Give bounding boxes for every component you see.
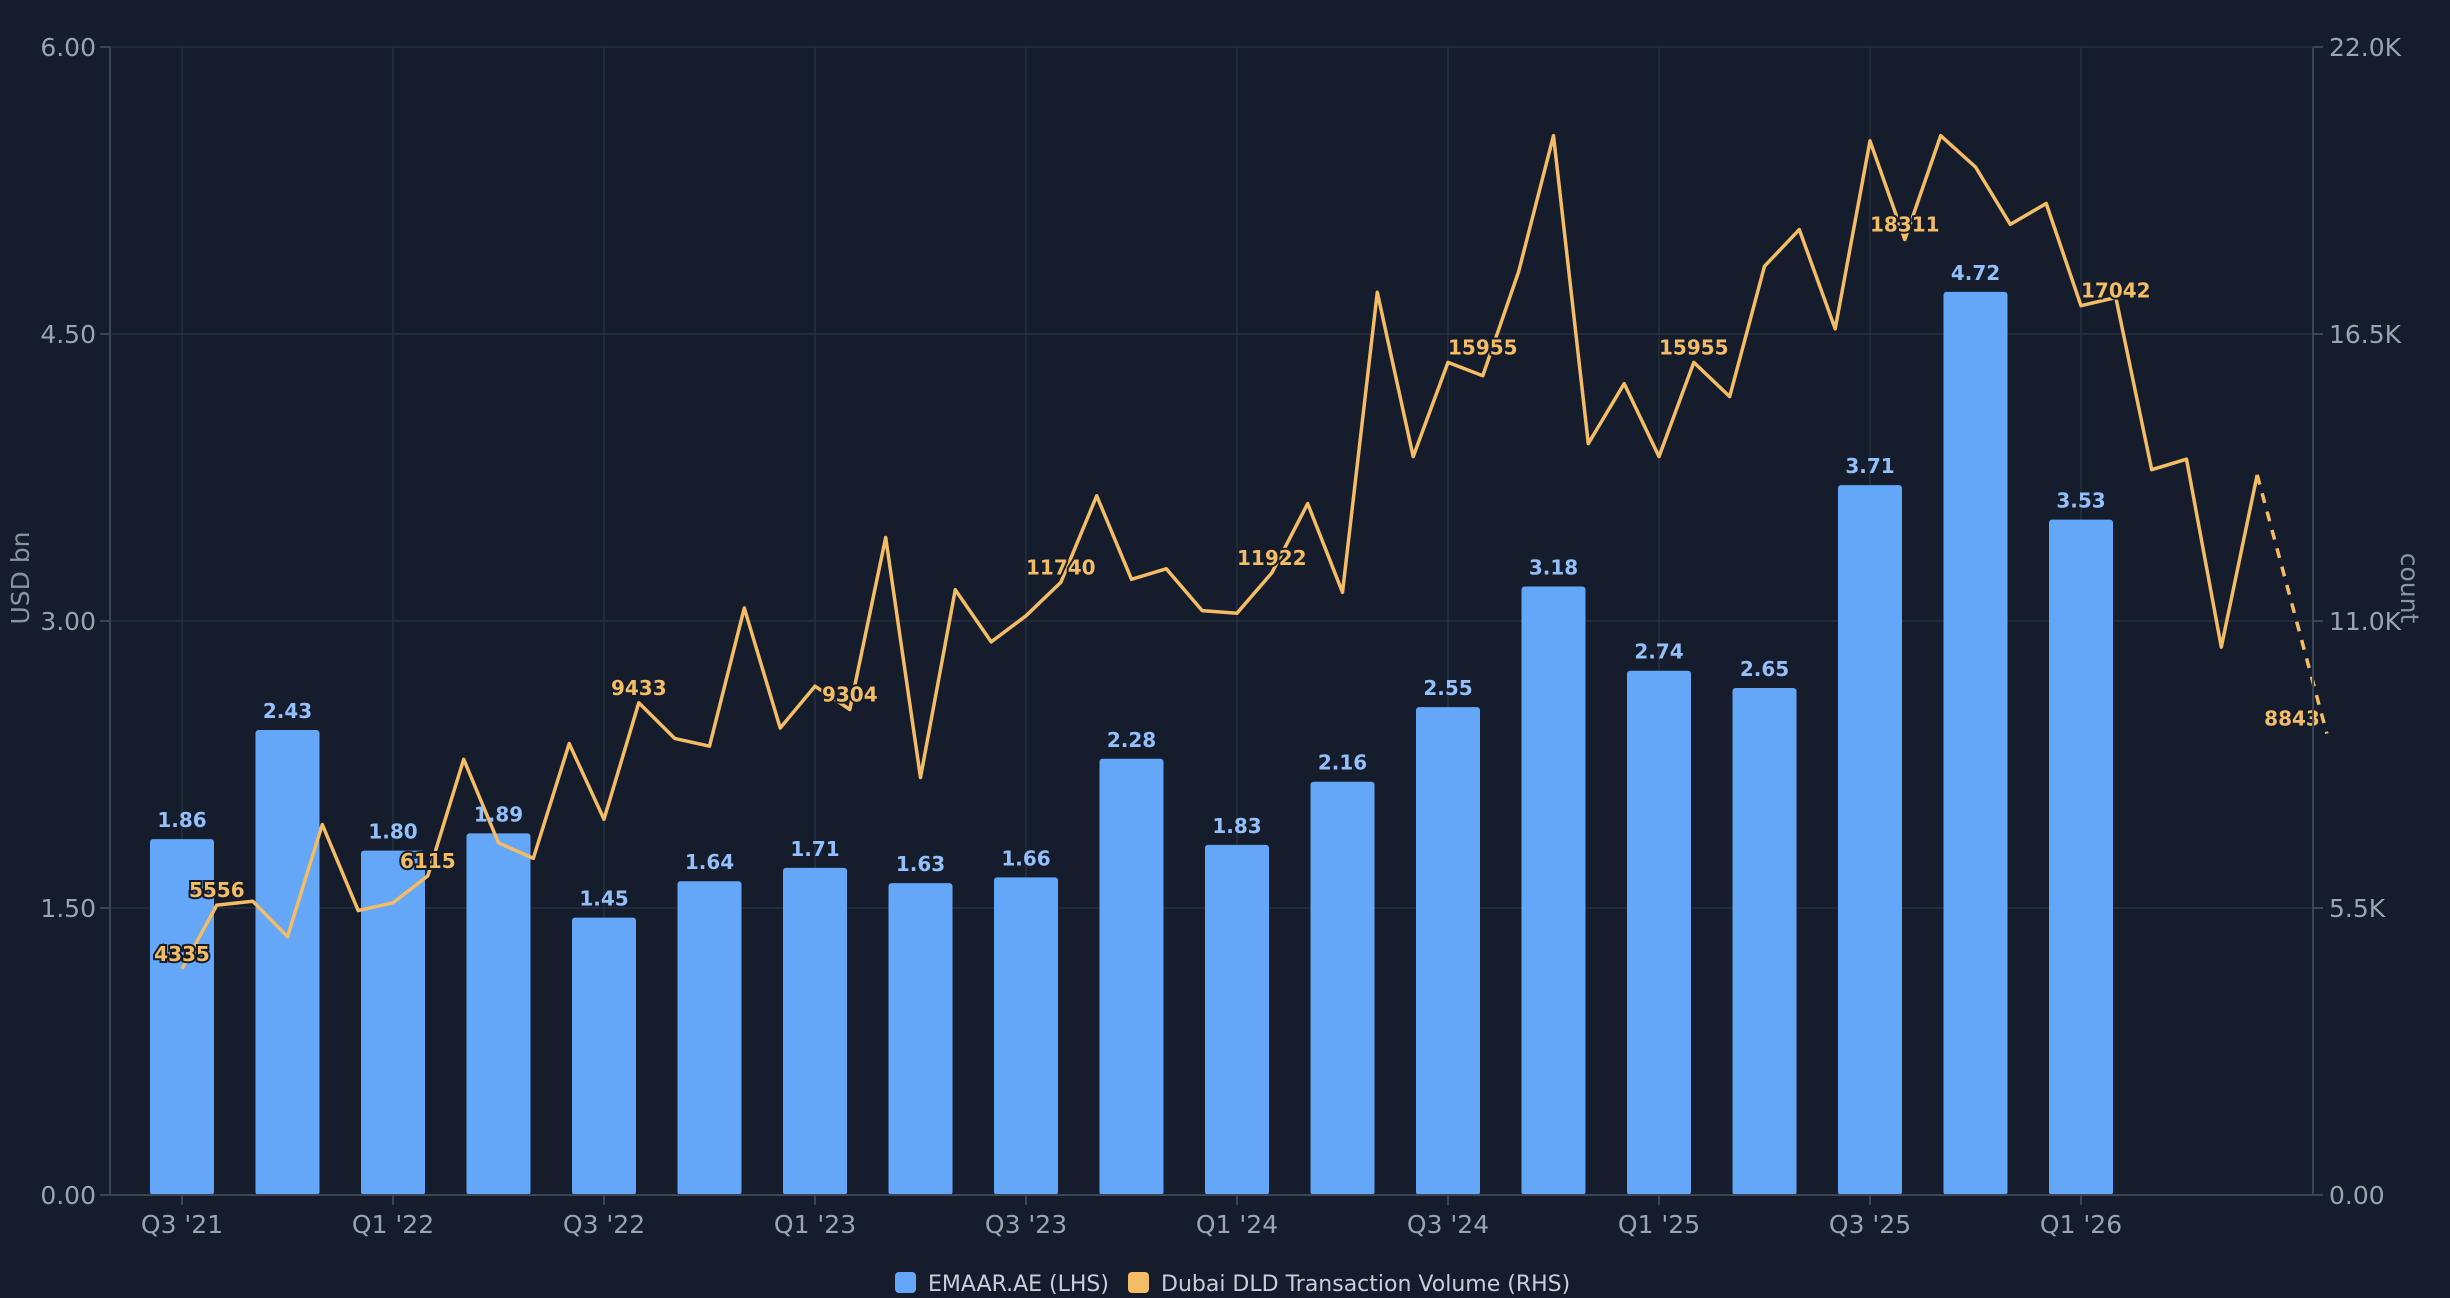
bar — [994, 877, 1058, 1195]
bar-value-label: 1.66 — [1001, 846, 1050, 870]
line-value-label: 5556 — [189, 878, 245, 902]
legend-label-line: Dubai DLD Transaction Volume (RHS) — [1161, 1272, 1570, 1297]
bar — [888, 883, 953, 1195]
bar — [1310, 781, 1375, 1195]
bar-value-label: 1.63 — [896, 852, 945, 876]
right-axis-tick-label: 5.5K — [2329, 894, 2386, 923]
bar-value-labels: 1.86 2.43 1.80 1.89 1.45 1.64 1.71 1.63 1.66 2.28… — [157, 261, 2105, 911]
x-axis-tick-label: Q3 '24 — [1407, 1210, 1489, 1239]
bar-value-label: 2.74 — [1634, 640, 1683, 664]
bar-value-label: 2.43 — [263, 699, 312, 723]
legend-swatch-bars — [895, 1272, 916, 1293]
x-axis-tick-label: Q1 '22 — [352, 1210, 434, 1239]
x-axis-tick-label: Q1 '25 — [1618, 1210, 1700, 1239]
line-series — [180, 133, 2329, 970]
left-axis-tick-label: 1.50 — [40, 894, 96, 923]
bar-value-label: 3.53 — [2056, 489, 2105, 513]
bar — [1416, 707, 1480, 1195]
x-axis-tick-label: Q1 '24 — [1196, 1210, 1278, 1239]
bar-value-label: 1.83 — [1212, 814, 1261, 838]
line-path — [180, 133, 2259, 970]
bar-value-label: 2.16 — [1318, 751, 1367, 775]
left-axis-tick-label: 6.00 — [40, 33, 96, 62]
bar-value-label: 1.45 — [579, 887, 628, 911]
line-value-label: 4335 — [154, 942, 210, 966]
right-axis-title: count — [2395, 553, 2424, 624]
bar-value-label: 4.72 — [1951, 261, 2000, 285]
x-axis-tick-label: Q3 '23 — [985, 1210, 1067, 1239]
right-axis-tick-label: 0.00 — [2329, 1181, 2385, 1210]
line-value-label: 6115 — [400, 849, 456, 873]
bar — [1943, 291, 2008, 1195]
projection-dashed-segment — [2255, 474, 2329, 735]
line-value-label: 15955 — [1448, 335, 1518, 359]
line-value-label: 11740 — [1026, 555, 1096, 579]
bar — [572, 917, 636, 1195]
bar-value-label: 1.86 — [157, 808, 206, 832]
bar — [783, 867, 847, 1195]
bar — [255, 730, 320, 1195]
left-axis-title: USD bn — [6, 531, 35, 624]
x-axis-tick-label: Q1 '26 — [2040, 1210, 2122, 1239]
axes: 0.00 0.00 1.50 5.5K 3.00 11.0K 4.50 16.5K 6.00 22… — [40, 33, 2401, 1239]
bar-value-label: 3.71 — [1845, 454, 1894, 478]
right-axis-tick-label: 11.0K — [2329, 607, 2402, 636]
x-axis-tick-label: Q3 '25 — [1829, 1210, 1911, 1239]
line-value-label: 8843 — [2264, 707, 2320, 731]
x-axis-tick-label: Q3 '21 — [141, 1210, 223, 1239]
line-value-label: 15955 — [1659, 335, 1729, 359]
bar-value-label: 1.64 — [685, 850, 734, 874]
bar-value-label: 3.18 — [1529, 556, 1578, 580]
line-value-label: 18311 — [1870, 212, 1940, 236]
bar-value-label: 2.28 — [1107, 728, 1156, 752]
line-value-label: 17042 — [2081, 279, 2151, 303]
line-value-label: 9433 — [611, 676, 667, 700]
left-axis-tick-label: 3.00 — [40, 607, 96, 636]
bar — [1838, 485, 1902, 1195]
bar-value-label: 2.65 — [1740, 657, 1789, 681]
bar-value-label: 1.80 — [368, 820, 417, 844]
bar — [1205, 844, 1269, 1195]
legend: EMAAR.AE (LHS) Dubai DLD Transaction Vol… — [895, 1272, 1570, 1297]
legend-label-bars: EMAAR.AE (LHS) — [928, 1272, 1109, 1297]
bar — [1099, 758, 1164, 1195]
right-axis-tick-label: 22.0K — [2329, 33, 2402, 62]
bar — [361, 850, 425, 1195]
bar-value-label: 2.55 — [1423, 676, 1472, 700]
bar — [466, 833, 531, 1195]
bar — [1627, 670, 1691, 1195]
right-axis-tick-label: 16.5K — [2329, 320, 2402, 349]
line-value-labels: 4335 5556 6115 9433 9304 11740 11922 15955 15955… — [152, 210, 2322, 967]
bar-value-label: 1.89 — [474, 802, 523, 826]
bar — [677, 881, 742, 1195]
x-axis-tick-label: Q1 '23 — [774, 1210, 856, 1239]
bar-series — [150, 291, 2113, 1195]
bar — [1732, 687, 1797, 1195]
x-axis-tick-label: Q3 '22 — [563, 1210, 645, 1239]
line-value-label: 11922 — [1237, 546, 1307, 570]
left-axis-tick-label: 0.00 — [40, 1181, 96, 1210]
line-value-label: 9304 — [822, 683, 878, 707]
bar — [150, 839, 214, 1195]
bar — [2049, 519, 2113, 1195]
legend-swatch-line — [1128, 1272, 1149, 1293]
left-axis-tick-label: 4.50 — [40, 320, 96, 349]
bar — [1521, 586, 1586, 1195]
bar-value-label: 1.71 — [790, 837, 839, 861]
